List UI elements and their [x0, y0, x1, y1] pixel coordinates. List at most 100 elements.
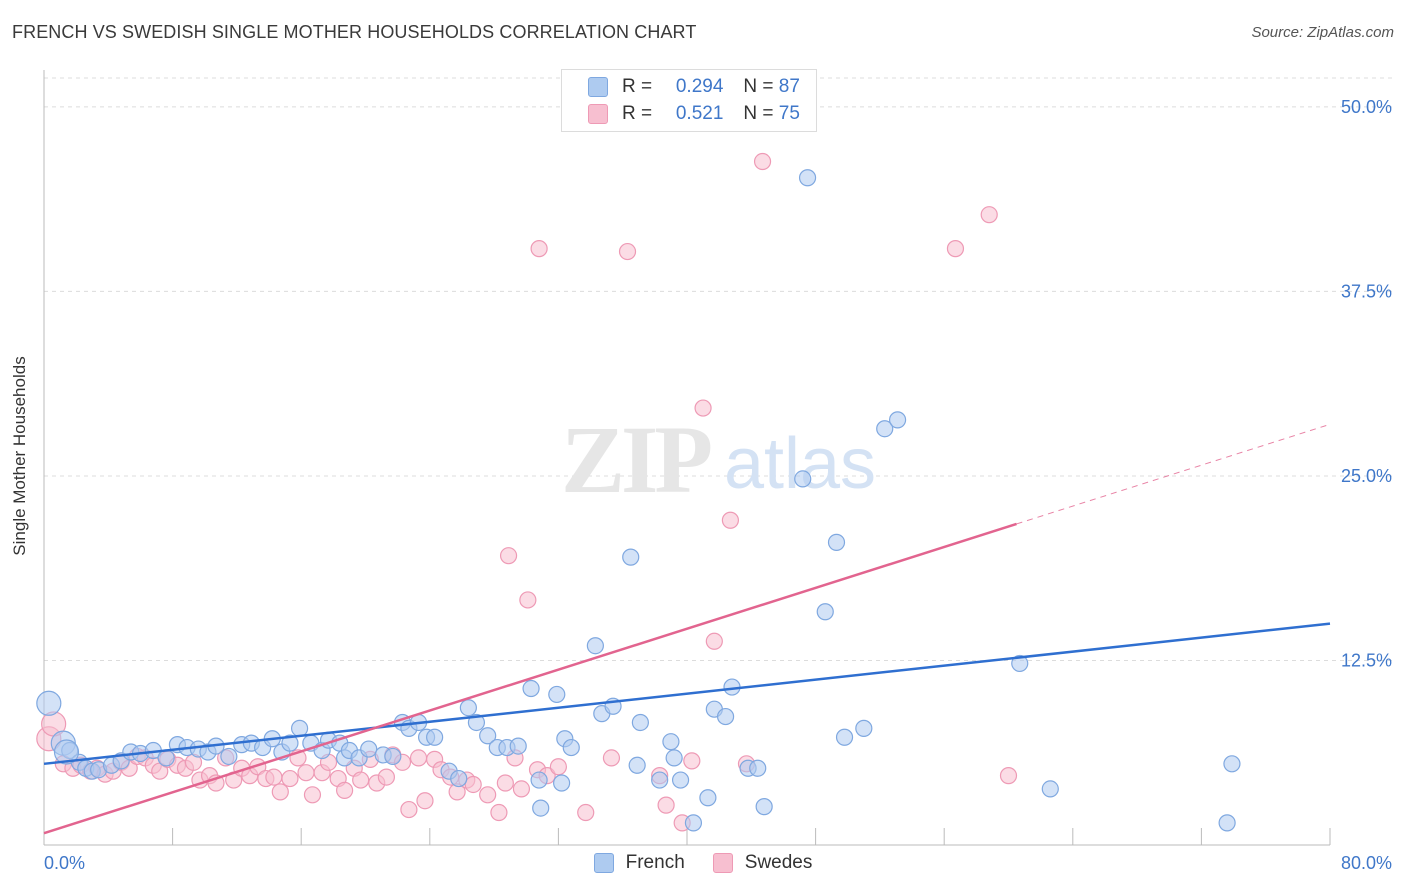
swedes-point [416, 792, 434, 810]
french-point [562, 738, 580, 757]
french-point [553, 774, 571, 792]
swedes-point [694, 399, 712, 417]
french-point [479, 727, 497, 745]
french-r-value: 0.294 [675, 76, 724, 97]
french-point [586, 637, 604, 655]
tick-labels: 12.5% 25.0% 37.5% 50.0% 0.0% 80.0% [44, 97, 1392, 873]
french-point [794, 470, 812, 488]
french-point [671, 771, 690, 789]
french-point [290, 719, 309, 737]
swedes-point [999, 767, 1018, 785]
french-point [798, 169, 817, 187]
swedes-point [753, 152, 772, 171]
watermark-zip: ZIP [561, 406, 710, 513]
french-point [36, 690, 62, 716]
swedes-point [352, 771, 370, 789]
french-r-label: R = [622, 76, 653, 97]
swedes-point [377, 768, 395, 786]
swedes-point [946, 240, 965, 258]
swedes-point [297, 764, 315, 782]
watermark: ZIP atlas [561, 406, 876, 513]
swedes-point [519, 591, 537, 609]
french-n-value: 87 [778, 76, 800, 97]
swedes-trend-extension [1016, 423, 1331, 525]
swedes-point [683, 752, 701, 770]
french-point [622, 548, 640, 566]
swedes-point [549, 758, 568, 776]
swedes-point [490, 803, 508, 822]
french-point [459, 699, 477, 717]
french-trend-line [43, 622, 1331, 766]
swedes-point [602, 749, 621, 767]
trend-lines [43, 423, 1331, 835]
series-legend: French Swedes [0, 852, 1406, 874]
source-credit: Source: ZipAtlas.com [1251, 24, 1394, 41]
y-axis-label: Single Mother Households [10, 356, 29, 556]
correlation-legend: R = 0.294 N = 87 R = 0.521 N = 75 [561, 69, 817, 132]
swedes-point [577, 803, 595, 822]
french-point [548, 685, 566, 704]
french-legend-label: French [625, 852, 685, 873]
french-points [36, 169, 1241, 832]
legend-item-swedes: Swedes [712, 852, 813, 874]
swedes-swatch [588, 104, 608, 124]
french-point [1223, 755, 1241, 773]
french-point [755, 798, 773, 816]
french-point [467, 713, 486, 732]
french-point [699, 789, 717, 807]
french-point [220, 747, 238, 766]
swedes-point [303, 786, 322, 804]
french-point [450, 769, 468, 788]
axes [43, 70, 1331, 846]
legend-row-swedes: R = 0.521 N = 75 [588, 102, 800, 126]
swedes-point [281, 769, 299, 788]
french-point [855, 719, 873, 737]
french-point [876, 420, 894, 438]
french-point [628, 756, 646, 774]
legend-row-french: R = 0.294 N = 87 [588, 75, 800, 99]
french-point [835, 728, 854, 746]
swedes-point [409, 749, 428, 767]
french-point [749, 759, 767, 777]
french-point [1218, 814, 1236, 832]
swedes-trend-line [43, 522, 1017, 835]
french-point [530, 771, 548, 789]
french-point [509, 737, 527, 755]
swedes-point [705, 632, 723, 650]
french-point [53, 739, 80, 765]
french-n-label: N = [743, 76, 774, 97]
chart-title: FRENCH VS SWEDISH SINGLE MOTHER HOUSEHOL… [12, 22, 697, 42]
swedes-legend-label: Swedes [744, 852, 813, 873]
swedes-point [980, 206, 998, 224]
french-point [522, 679, 540, 698]
grid-lines [44, 77, 1392, 661]
swedes-r-value: 0.521 [675, 103, 724, 124]
french-swatch [588, 77, 608, 97]
french-point [827, 533, 846, 551]
french-point [665, 749, 683, 767]
y-tick-label: 50.0% [1341, 97, 1392, 117]
french-point [816, 603, 834, 621]
swedes-point [464, 775, 482, 794]
swedes-point [657, 796, 675, 814]
swedes-point [271, 783, 289, 801]
swedes-point [512, 780, 531, 798]
french-point [662, 733, 680, 751]
swedes-point [721, 511, 740, 529]
x-tick-label: 0.0% [44, 853, 85, 873]
swedes-r-label: R = [622, 103, 653, 124]
swedes-point [499, 547, 518, 565]
french-point [426, 728, 444, 746]
swedes-point [618, 242, 637, 261]
french-point [716, 707, 735, 726]
french-point [631, 713, 649, 732]
y-tick-label: 37.5% [1341, 281, 1392, 301]
swedes-n-value: 75 [778, 103, 800, 124]
french-point [651, 771, 669, 789]
french-point [684, 814, 703, 832]
french-point [281, 734, 299, 752]
swedes-point [265, 768, 283, 786]
swedes-point [530, 240, 548, 258]
y-tick-label: 25.0% [1341, 466, 1392, 486]
